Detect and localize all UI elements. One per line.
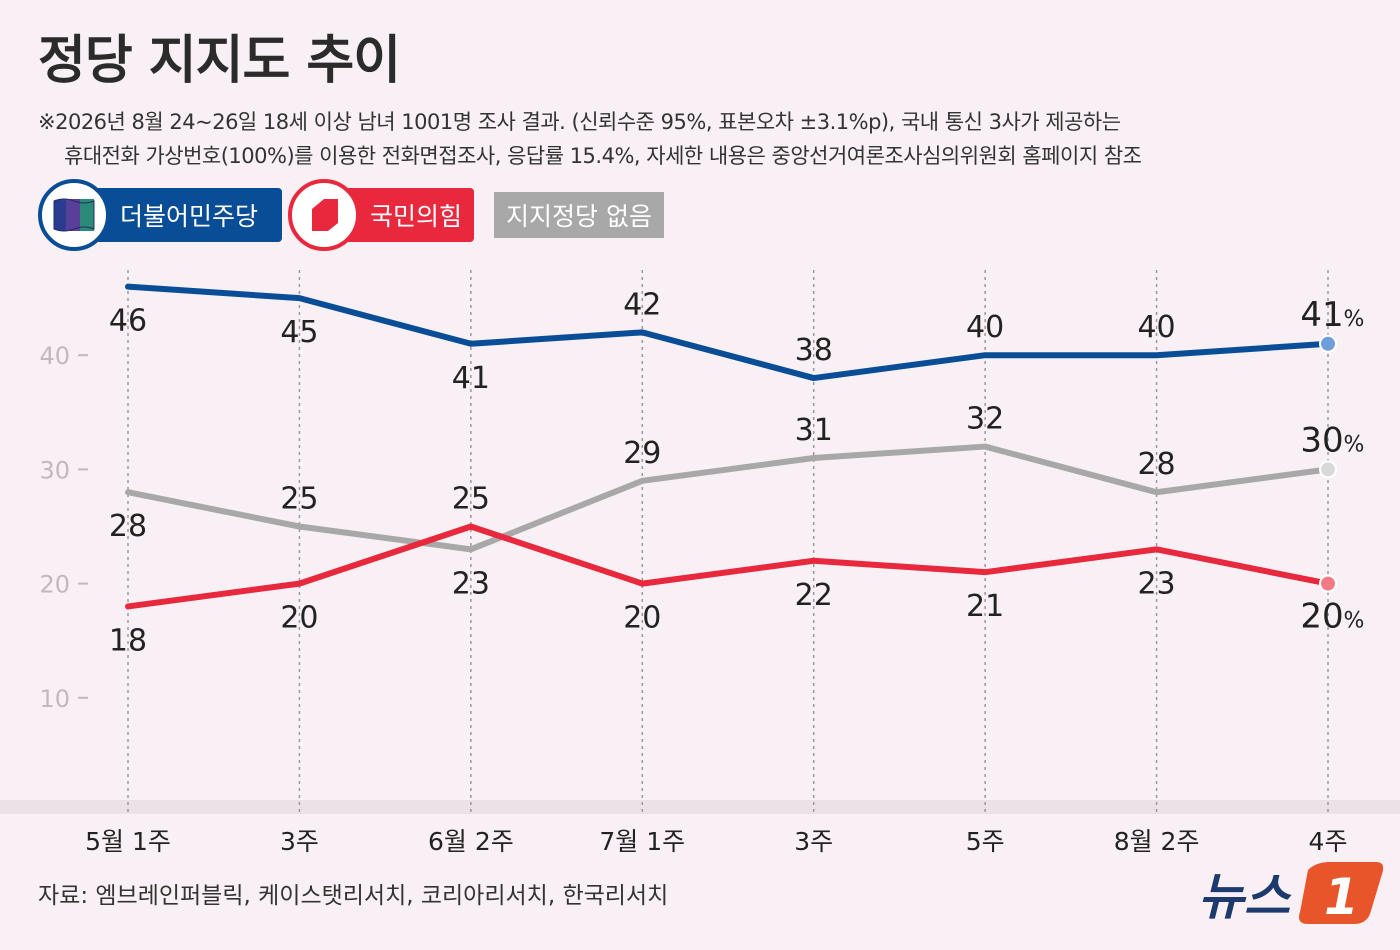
data-label: 18 — [109, 623, 147, 658]
democratic-party-flag-icon — [38, 179, 110, 251]
legend-no-party: 지지정당 없음 — [494, 192, 664, 238]
x-tick-label: 4주 — [1309, 827, 1348, 856]
data-label: 46 — [109, 304, 147, 339]
survey-note-line-2: 휴대전화 가상번호(100%)를 이용한 전화면접조사, 응답률 15.4%, … — [64, 144, 1142, 168]
source-note: 자료: 엠브레인퍼블릭, 케이스탯리서치, 코리아리서치, 한국리서치 — [38, 883, 669, 909]
data-label: 45 — [280, 315, 318, 350]
data-label: 20 — [280, 601, 318, 636]
data-label: 20 — [623, 601, 661, 636]
data-label: 42 — [623, 287, 661, 322]
series-line-ppp — [125, 523, 1331, 610]
data-label: 41 — [1300, 295, 1343, 335]
y-tick-label: 40 — [39, 342, 70, 370]
x-tick-label: 7월 1주 — [599, 827, 685, 856]
series-end-marker-dp — [1319, 334, 1337, 353]
data-label-unit: % — [1344, 609, 1365, 634]
data-label: 23 — [1137, 566, 1175, 601]
svg-text:뉴스: 뉴스 — [1198, 868, 1292, 926]
series-end-marker-ppp — [1319, 574, 1337, 593]
legend-democratic-party: 더불어민주당 — [38, 179, 282, 251]
data-label: 40 — [966, 310, 1004, 345]
data-label: 40 — [1137, 310, 1175, 345]
data-label: 21 — [966, 589, 1004, 624]
data-label: 29 — [623, 436, 661, 471]
legend-no-party-label: 지지정당 없음 — [506, 202, 652, 231]
news1-logo: 뉴스 1 — [1198, 862, 1384, 926]
series-line-none — [125, 443, 1331, 553]
data-label: 25 — [452, 482, 490, 517]
data-label-unit: % — [1344, 307, 1365, 332]
legend-democratic-party-label: 더불어민주당 — [120, 202, 259, 231]
x-tick-label: 8월 2주 — [1114, 827, 1200, 856]
plot-baseline-band — [0, 800, 1400, 814]
legend-people-power-party-label: 국민의힘 — [370, 202, 463, 231]
data-label: 32 — [966, 402, 1004, 437]
series-line-dp — [125, 283, 1331, 382]
data-label: 38 — [795, 333, 833, 368]
data-label: 28 — [109, 509, 147, 544]
x-tick-label: 5주 — [966, 827, 1005, 856]
y-tick-label: 10 — [39, 685, 70, 713]
x-tick-label: 3주 — [280, 827, 319, 856]
data-label: 22 — [795, 578, 833, 613]
x-tick-label: 6월 2주 — [428, 827, 514, 856]
data-label: 41 — [452, 361, 490, 396]
y-tick-label: 30 — [39, 456, 70, 484]
series-end-marker-none — [1319, 460, 1337, 479]
chart-title: 정당 지지도 추이 — [38, 31, 401, 91]
y-tick-label: 20 — [39, 571, 70, 599]
data-label: 30 — [1300, 420, 1343, 460]
data-label: 25 — [280, 482, 318, 517]
data-label: 23 — [452, 566, 490, 601]
people-power-party-logo-icon — [288, 179, 360, 251]
data-label: 28 — [1137, 447, 1175, 482]
data-label: 20 — [1300, 597, 1343, 637]
svg-text:1: 1 — [1324, 868, 1359, 926]
legend-people-power-party: 국민의힘 — [288, 179, 474, 251]
data-label: 31 — [795, 413, 833, 448]
data-label-unit: % — [1344, 432, 1365, 457]
x-tick-label: 3주 — [794, 827, 833, 856]
survey-note-line-1: ※2026년 8월 24~26일 18세 이상 남녀 1001명 조사 결과. … — [38, 110, 1121, 134]
x-tick-label: 5월 1주 — [85, 827, 171, 856]
